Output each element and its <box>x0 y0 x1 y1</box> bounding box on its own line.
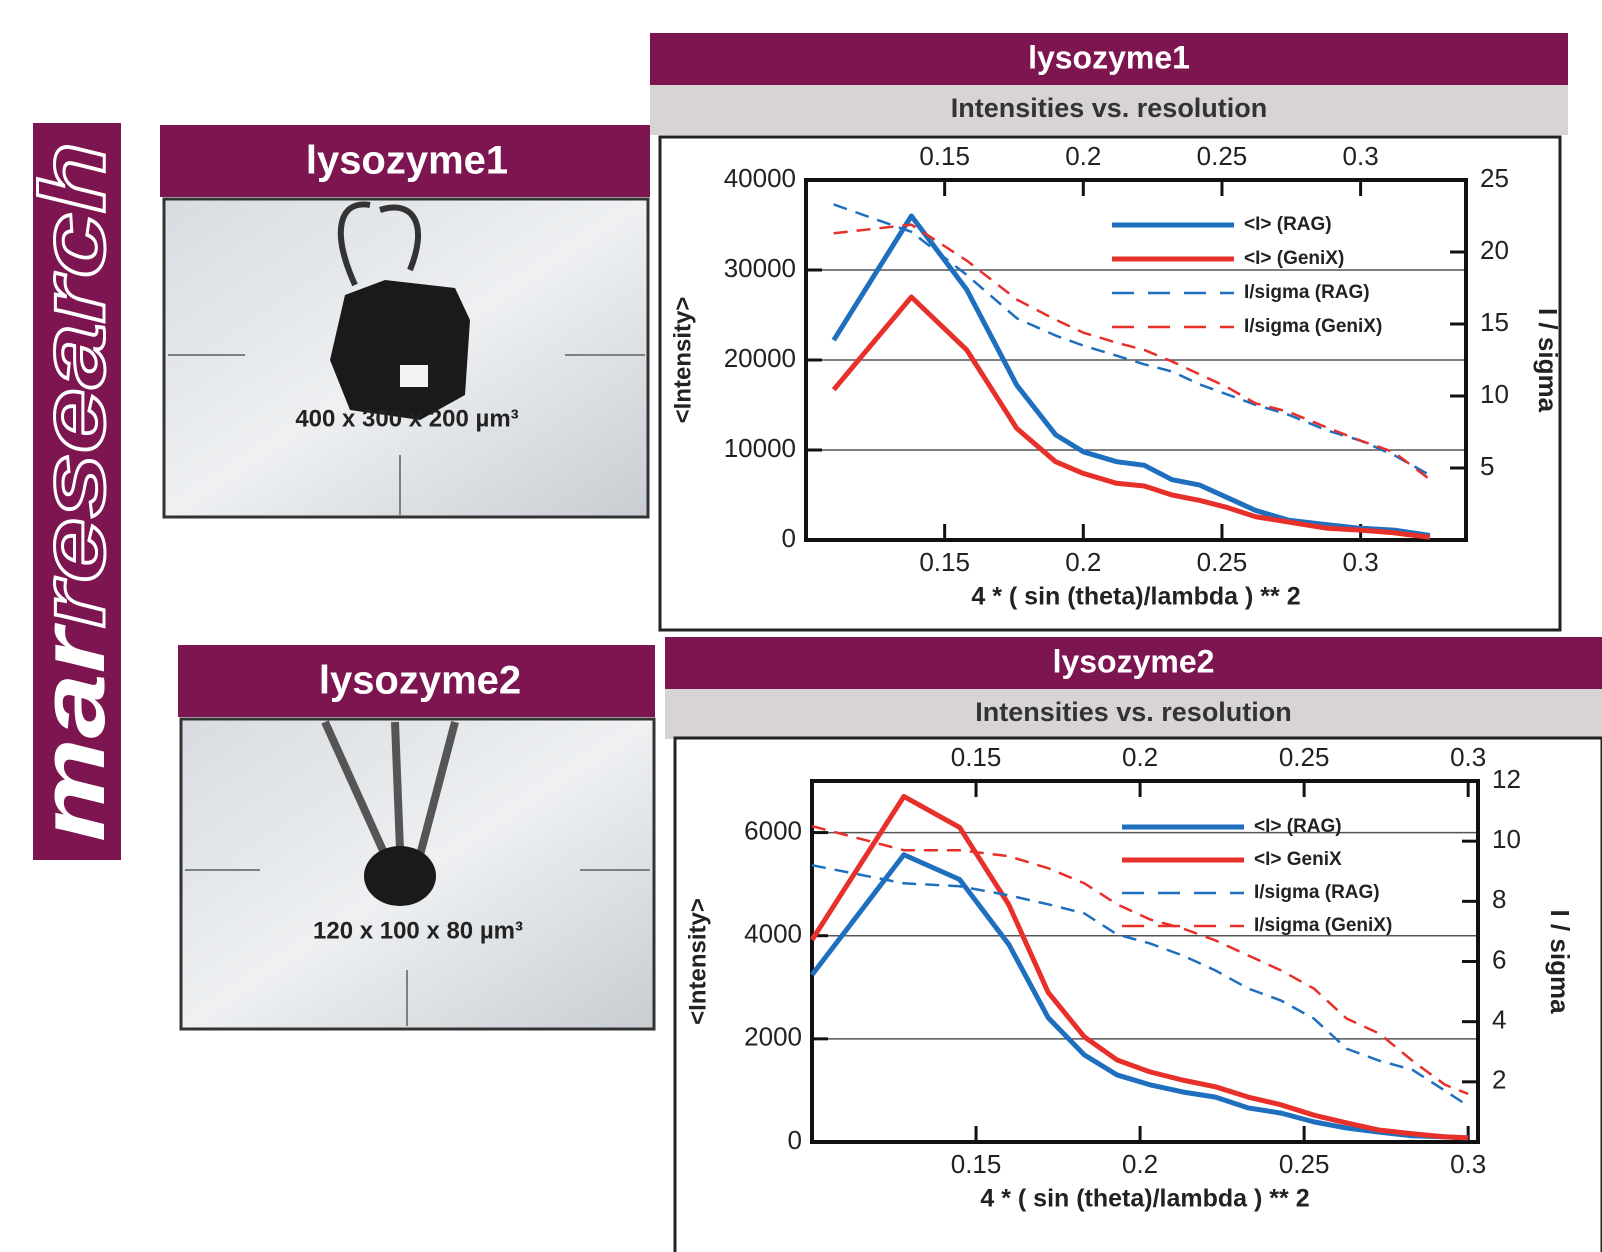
y2-axis-label: I / sigma <box>1545 909 1575 1014</box>
legend-label: <I> (RAG) <box>1254 816 1342 837</box>
crystal-reflection <box>400 365 428 387</box>
y2-tick-label: 6 <box>1492 944 1506 974</box>
y2-tick-label: 5 <box>1480 451 1494 481</box>
x-tick-label-top: 0.2 <box>1065 141 1101 171</box>
y-tick-label: 4000 <box>744 919 802 949</box>
y2-tick-label: 2 <box>1492 1065 1506 1095</box>
y-tick-label: 20000 <box>724 343 796 373</box>
x-tick-label-top: 0.25 <box>1279 742 1330 772</box>
y2-tick-label: 10 <box>1480 379 1509 409</box>
x-tick-label: 0.15 <box>951 1149 1002 1179</box>
legend-label: I/sigma (GeniX) <box>1244 316 1382 337</box>
plot-frame <box>810 779 1480 1144</box>
y-axis-label: <Intensity> <box>684 898 711 1025</box>
legend-label: <I> (GeniX) <box>1244 248 1344 269</box>
panel-title: lysozyme2 <box>319 659 521 703</box>
crystal-size: 120 x 100 x 80 µm³ <box>313 917 523 944</box>
y2-axis-label: I / sigma <box>1533 308 1563 413</box>
x-tick-label-top: 0.3 <box>1343 141 1379 171</box>
x-tick-label: 0.3 <box>1343 547 1379 577</box>
y-tick-label: 2000 <box>744 1022 802 1052</box>
chart-header-title: lysozyme2 <box>1053 643 1215 679</box>
chart-header <box>665 637 1602 689</box>
series-line <box>831 213 1431 538</box>
y-tick-label: 0 <box>788 1125 802 1155</box>
crystal <box>330 280 470 420</box>
crystal-photo <box>162 197 650 519</box>
x-tick-label-top: 0.15 <box>919 141 970 171</box>
panel-title: lysozyme1 <box>306 139 508 183</box>
series-line <box>833 203 1431 477</box>
subtitle-band <box>650 85 1568 135</box>
x-axis-label: 4 * ( sin (theta)/lambda ) ** 2 <box>971 583 1300 611</box>
crosshair <box>185 869 650 1026</box>
x-tick-label-top: 0.3 <box>1450 742 1486 772</box>
chart-title: Intensities vs. resolution <box>975 697 1292 727</box>
x-tick-label-top: 0.15 <box>951 742 1002 772</box>
logo-prefix: mar <box>22 623 124 842</box>
chart-title: Intensities vs. resolution <box>951 93 1268 123</box>
x-tick-label-top: 0.2 <box>1122 742 1158 772</box>
panel-header <box>160 125 650 197</box>
legend-label: <I> GeniX <box>1254 849 1342 870</box>
x-tick-label: 0.2 <box>1122 1149 1158 1179</box>
crystal-size: 400 x 300 x 200 µm³ <box>295 405 518 432</box>
x-tick-label: 0.3 <box>1450 1149 1486 1179</box>
crystal <box>364 846 436 906</box>
x-tick-label: 0.25 <box>1197 547 1248 577</box>
series-line <box>809 793 1469 1141</box>
y2-tick-label: 10 <box>1492 824 1521 854</box>
loop <box>321 720 459 857</box>
logo-suffix: research <box>22 142 124 628</box>
panel-header <box>178 645 655 717</box>
y2-tick-label: 8 <box>1492 884 1506 914</box>
y2-tick-label: 15 <box>1480 307 1509 337</box>
y-tick-label: 10000 <box>724 433 796 463</box>
series-line <box>831 294 1431 540</box>
chart-header <box>650 33 1568 85</box>
y2-tick-label: 20 <box>1480 235 1509 265</box>
x-tick-label: 0.25 <box>1279 1149 1330 1179</box>
chart-header-title: lysozyme1 <box>1028 39 1190 75</box>
legend-label: I/sigma (RAG) <box>1244 282 1370 303</box>
y2-tick-label: 12 <box>1492 764 1521 794</box>
logo-bar <box>33 123 121 860</box>
plot-frame <box>804 178 1468 542</box>
loop <box>337 201 422 287</box>
crosshair <box>168 354 645 515</box>
y-tick-label: 40000 <box>724 163 796 193</box>
chart-box <box>658 135 1562 632</box>
y2-tick-label: 4 <box>1492 1005 1506 1035</box>
subtitle-band <box>665 689 1602 739</box>
y-tick-label: 0 <box>782 523 796 553</box>
legend-label: <I> (RAG) <box>1244 214 1332 235</box>
chart-box <box>673 736 1602 1252</box>
series-line <box>833 223 1431 481</box>
series-line <box>811 824 1469 1096</box>
y-tick-label: 30000 <box>724 253 796 283</box>
legend-label: I/sigma (GeniX) <box>1254 915 1392 936</box>
x-tick-label: 0.2 <box>1065 547 1101 577</box>
x-tick-label-top: 0.25 <box>1197 141 1248 171</box>
y2-tick-label: 25 <box>1480 163 1509 193</box>
logo: marresearch <box>22 142 124 842</box>
y-tick-label: 6000 <box>744 815 802 845</box>
x-tick-label: 0.15 <box>919 547 970 577</box>
y-axis-label: <Intensity> <box>669 297 696 424</box>
legend-label: I/sigma (RAG) <box>1254 882 1380 903</box>
series-line <box>811 864 1469 1107</box>
x-axis-label: 4 * ( sin (theta)/lambda ) ** 2 <box>980 1185 1309 1213</box>
